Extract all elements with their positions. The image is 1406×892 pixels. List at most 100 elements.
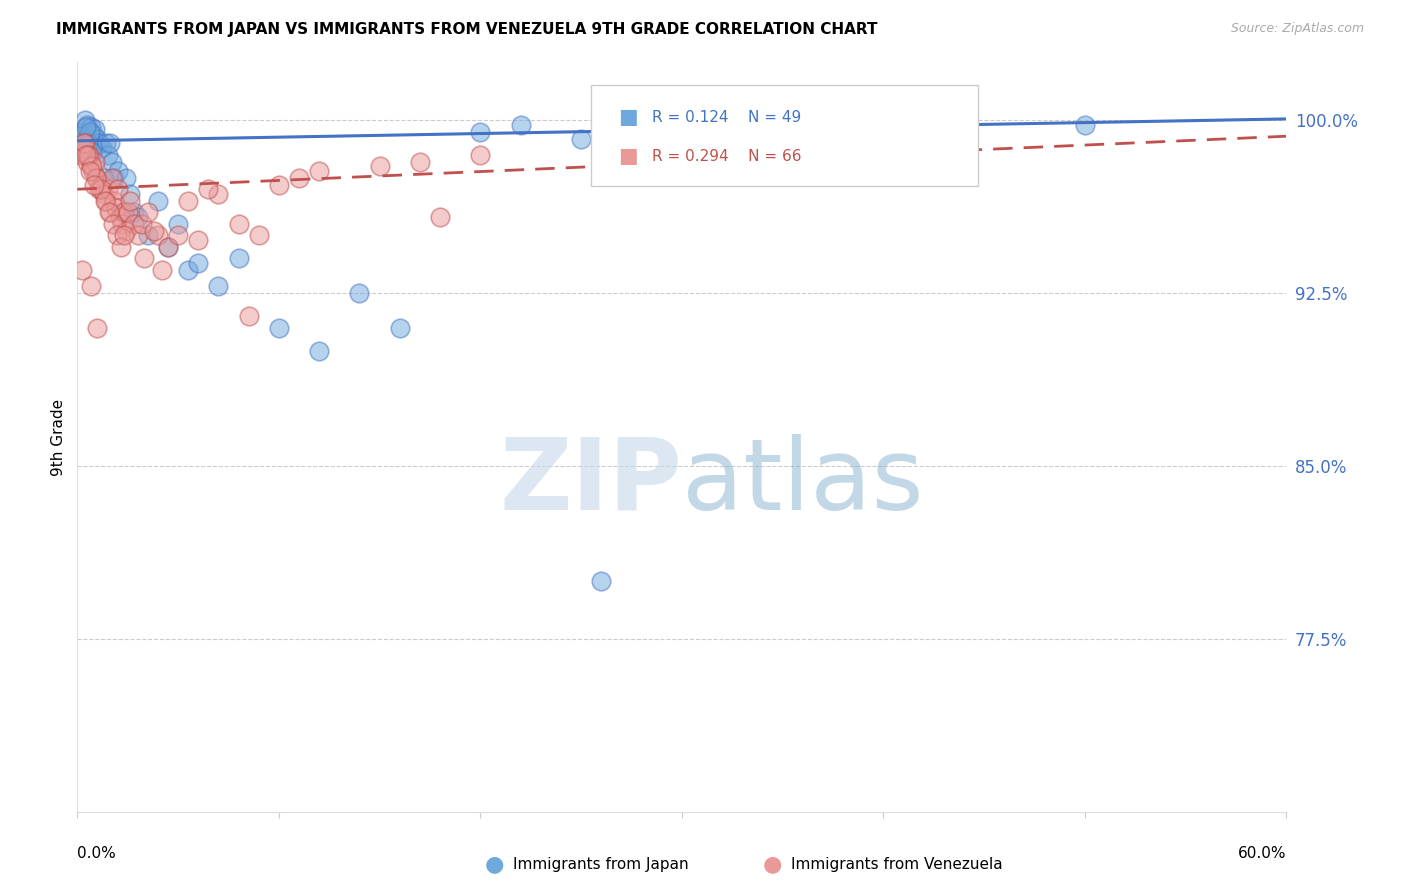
Point [89, 182, 111, 196]
Text: R = 0.124    N = 49: R = 0.124 N = 49 [652, 110, 801, 125]
Point [70, 147, 93, 161]
Point [187, 256, 209, 270]
Y-axis label: 9th Grade: 9th Grade [51, 399, 66, 475]
Point [72, 125, 94, 139]
Point [207, 186, 229, 201]
Point [429, 210, 451, 224]
Point [77, 147, 100, 161]
Point [93, 186, 115, 201]
Point [114, 170, 136, 185]
Text: ■: ■ [617, 107, 637, 128]
Point [142, 224, 165, 238]
Point [93, 194, 115, 208]
Point [409, 154, 432, 169]
Point [118, 186, 141, 201]
Point [101, 217, 124, 231]
Point [388, 320, 411, 334]
Point [509, 118, 531, 132]
Point [72, 263, 94, 277]
Point [98, 136, 121, 150]
Point [98, 205, 121, 219]
Point [238, 309, 260, 323]
Text: Immigrants from Venezuela: Immigrants from Venezuela [790, 856, 1002, 871]
Point [132, 252, 155, 266]
Point [96, 147, 118, 161]
Point [197, 182, 219, 196]
Point [82, 127, 104, 141]
Point [86, 320, 108, 334]
Point [83, 178, 105, 192]
Point [73, 136, 96, 150]
Point [288, 170, 311, 185]
Point [114, 224, 136, 238]
Point [118, 194, 141, 208]
Point [167, 217, 190, 231]
Text: ●: ● [485, 855, 505, 874]
Point [308, 343, 330, 358]
Point [70, 129, 93, 144]
Point [73, 134, 96, 148]
Point [103, 170, 125, 185]
Point [131, 217, 153, 231]
Point [103, 194, 125, 208]
Point [308, 163, 330, 178]
Point [75, 113, 97, 128]
Point [90, 178, 112, 192]
Point [79, 147, 101, 161]
Point [569, 131, 592, 145]
Point [122, 217, 145, 231]
Point [150, 263, 173, 277]
Point [105, 228, 128, 243]
Point [110, 240, 132, 254]
Point [108, 210, 131, 224]
Point [89, 136, 111, 150]
Point [146, 228, 169, 243]
Point [84, 122, 107, 136]
Point [368, 159, 391, 173]
Point [90, 141, 112, 155]
Text: IMMIGRANTS FROM JAPAN VS IMMIGRANTS FROM VENEZUELA 9TH GRADE CORRELATION CHART: IMMIGRANTS FROM JAPAN VS IMMIGRANTS FROM… [56, 22, 877, 37]
Point [267, 320, 290, 334]
Point [104, 201, 127, 215]
Point [111, 205, 134, 219]
Point [157, 240, 180, 254]
Point [86, 170, 108, 185]
Point [111, 217, 134, 231]
Point [93, 170, 115, 185]
Point [82, 159, 104, 173]
Point [470, 125, 492, 139]
Point [97, 205, 120, 219]
Text: Source: ZipAtlas.com: Source: ZipAtlas.com [1230, 22, 1364, 36]
FancyBboxPatch shape [592, 85, 979, 186]
Point [107, 163, 129, 178]
Point [207, 279, 229, 293]
Point [127, 228, 149, 243]
Point [731, 125, 754, 139]
Text: 60.0%: 60.0% [1239, 847, 1286, 862]
Point [112, 228, 135, 243]
Point [76, 154, 98, 169]
Point [100, 170, 122, 185]
Point [80, 279, 103, 293]
Text: ●: ● [763, 855, 782, 874]
Point [82, 145, 104, 160]
Point [470, 147, 492, 161]
Point [187, 233, 209, 247]
Point [89, 182, 111, 196]
Point [79, 125, 101, 139]
Point [84, 154, 107, 169]
Point [82, 163, 104, 178]
Point [1074, 118, 1097, 132]
Point [122, 205, 145, 219]
Point [177, 263, 200, 277]
Point [136, 228, 159, 243]
Point [146, 194, 169, 208]
Point [228, 252, 250, 266]
Point [127, 210, 149, 224]
Point [912, 125, 935, 139]
Point [157, 240, 180, 254]
Text: 0.0%: 0.0% [77, 847, 117, 862]
Point [112, 205, 135, 219]
Point [79, 163, 101, 178]
Point [75, 136, 97, 150]
